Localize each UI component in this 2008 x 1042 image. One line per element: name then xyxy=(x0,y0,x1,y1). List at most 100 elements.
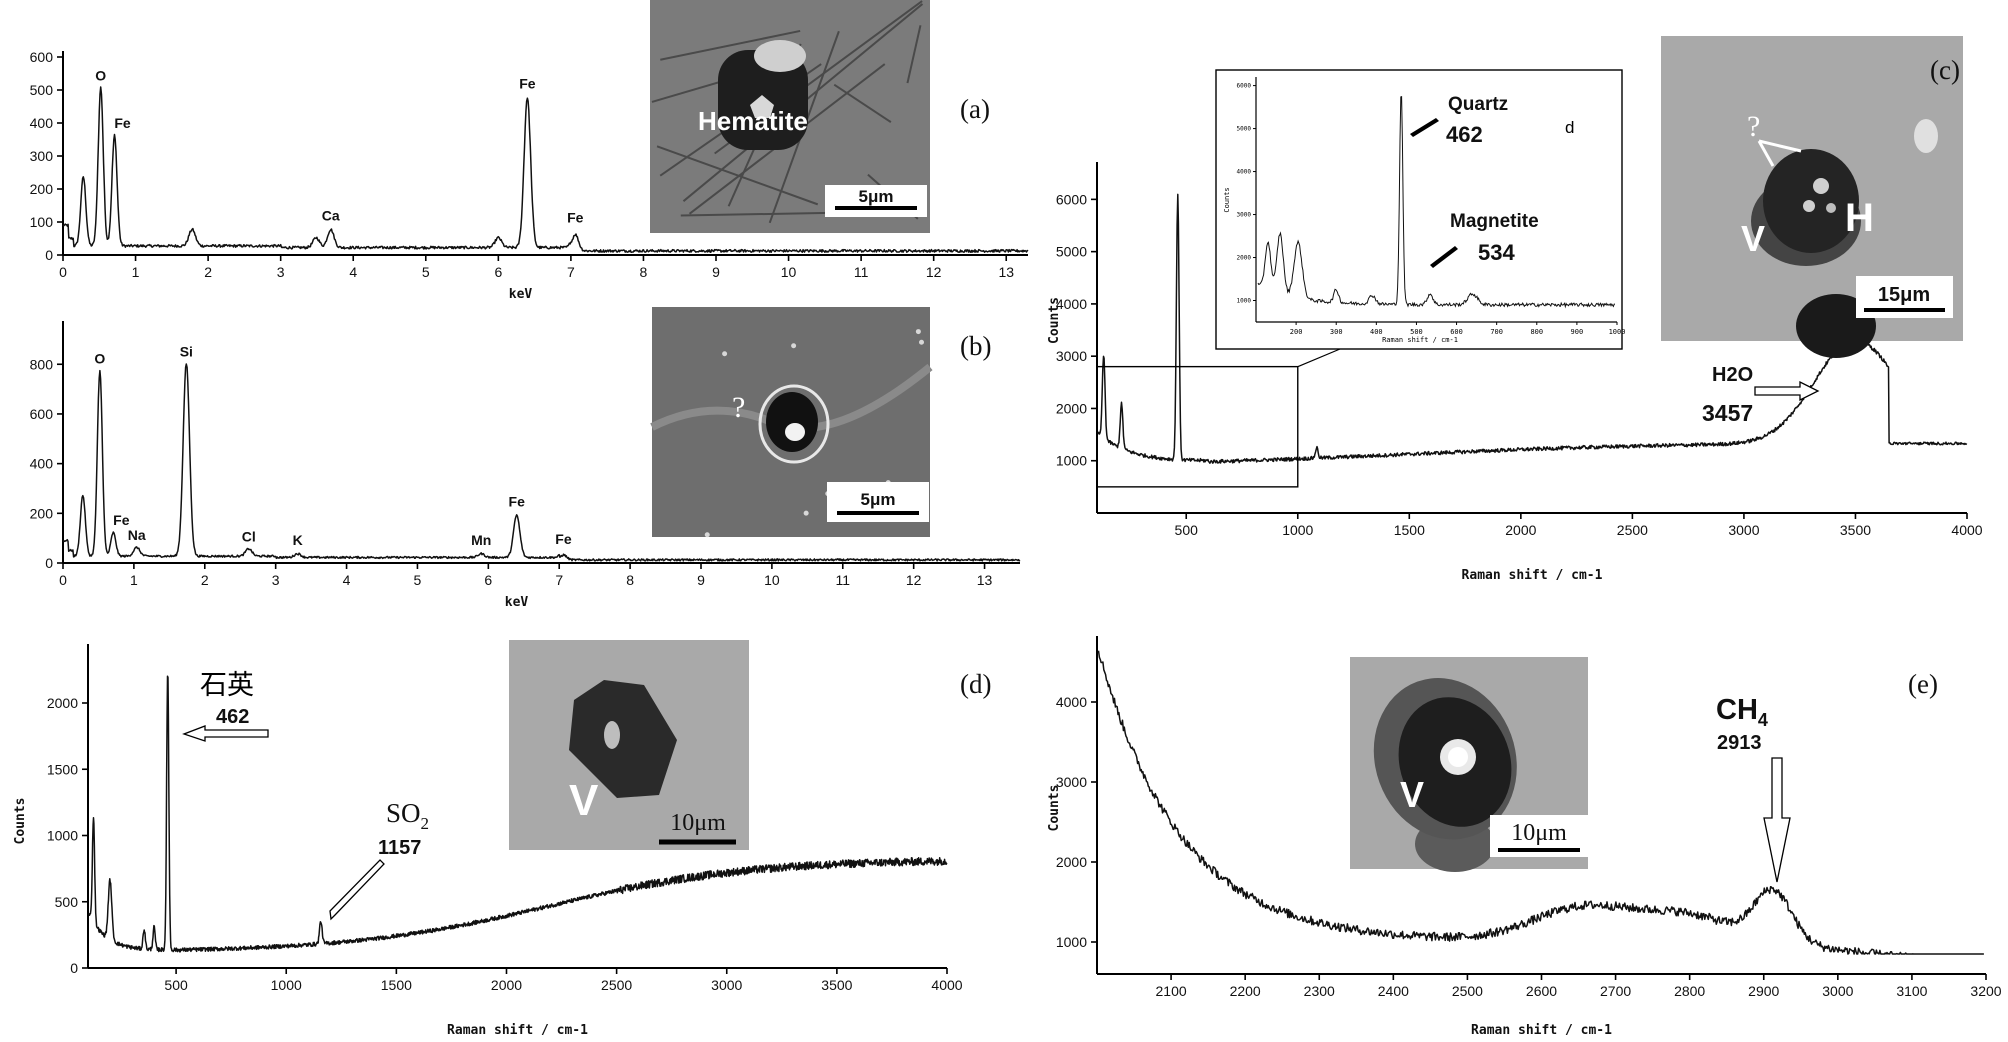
x-tick-label: 3 xyxy=(272,572,280,588)
spectrum-line xyxy=(1097,650,1984,955)
inset-chart: 200 300 400 500 600 700 800 900 1000 1000 2000 3000… xyxy=(1215,69,1625,350)
inset-x-tick-label: 300 xyxy=(1330,328,1343,336)
x-axis-label: Raman shift / cm-1 xyxy=(447,1023,588,1038)
x-tick-label: 1000 xyxy=(271,977,302,993)
h2o-label: H2O xyxy=(1712,364,1753,386)
y-tick-label: 1000 xyxy=(1056,934,1087,950)
x-tick-label: 3000 xyxy=(1728,522,1759,538)
y-tick-label: 1000 xyxy=(1056,453,1087,469)
panel-e: 2100 2200 2300 2400 2500 2600 2700 2800 2900 3000… xyxy=(1047,636,2002,1038)
y-tick-label: 500 xyxy=(30,82,54,98)
y-tick-label: 0 xyxy=(45,247,53,263)
x-tick-label: 3000 xyxy=(1822,983,1853,999)
zoom-box xyxy=(1096,365,1299,488)
inset-x-tick-label: 400 xyxy=(1370,328,1383,336)
scale-label: 15μm xyxy=(1878,284,1930,306)
inset-y-label: Counts xyxy=(1223,187,1231,212)
peak-label: K xyxy=(293,532,303,548)
y-tick-label: 600 xyxy=(30,49,54,65)
panel-c: 500 1000 1500 2000 2500 3000 3500 4000 1000 2000 3… xyxy=(1047,36,1983,583)
x-tick-label: 2800 xyxy=(1674,983,1705,999)
bubble xyxy=(1914,119,1938,153)
magnetite-arrow xyxy=(1430,246,1458,268)
y-tick-label: 300 xyxy=(30,148,54,164)
so2-subscript: 2 xyxy=(421,814,430,833)
scale-box xyxy=(825,185,927,217)
y-tick-label: 2000 xyxy=(47,695,78,711)
inset-y-tick-label: 4000 xyxy=(1237,169,1252,176)
x-tick-label: 5 xyxy=(422,264,430,280)
inset-x-tick-label: 600 xyxy=(1450,328,1463,336)
h2o-arrow xyxy=(1754,380,1820,402)
x-tick-label: 4000 xyxy=(931,977,962,993)
x-tick-label: 2500 xyxy=(601,977,632,993)
x-tick-label: 6 xyxy=(484,572,492,588)
x-tick-label: 12 xyxy=(926,264,942,280)
peak-label: Fe xyxy=(519,76,536,92)
x-tick-label: 7 xyxy=(555,572,563,588)
so2-text: SO xyxy=(386,798,421,828)
peak-label: Fe xyxy=(555,531,572,547)
quartz-arrow xyxy=(182,725,269,742)
y-tick-label: 0 xyxy=(70,960,78,976)
panel-label: (c) xyxy=(1930,55,1960,85)
y-tick-label: 200 xyxy=(30,505,54,521)
pointer-line xyxy=(1757,140,1775,167)
spectrum-line xyxy=(62,363,1021,562)
quartz-arrow xyxy=(1410,118,1439,137)
ch4-arrow xyxy=(1763,757,1791,883)
y-axis-label: Counts xyxy=(1047,297,1062,344)
x-axis-label: keV xyxy=(509,287,533,302)
x-tick-label: 4 xyxy=(343,572,351,588)
x-tick-label: 13 xyxy=(977,572,993,588)
zoom-connector xyxy=(1297,348,1341,368)
micrograph-image: ? 5μm xyxy=(650,307,933,538)
x-tick-label: 3500 xyxy=(1840,522,1871,538)
question-mark: ? xyxy=(1747,110,1760,143)
scale-label: 10μm xyxy=(670,810,726,836)
x-tick-label: 9 xyxy=(697,572,705,588)
scale-box xyxy=(827,482,929,522)
vapor-label: V xyxy=(1741,218,1765,259)
ch4-text: CH xyxy=(1716,694,1758,726)
fracture-line xyxy=(906,25,922,84)
ch4-subscript: 4 xyxy=(1758,710,1768,730)
y-tick-label: 6000 xyxy=(1056,191,1087,207)
quartz-value: 462 xyxy=(1446,122,1483,147)
x-tick-label: 5 xyxy=(414,572,422,588)
x-tick-label: 2300 xyxy=(1304,983,1335,999)
peak-label: Fe xyxy=(509,494,526,510)
micrograph-image: V 10μm xyxy=(1350,657,1588,872)
halite-label: H xyxy=(1845,196,1874,240)
x-tick-label: 2100 xyxy=(1156,983,1187,999)
magnetite-label: Magnetite xyxy=(1450,211,1539,232)
x-tick-label: 2000 xyxy=(1505,522,1536,538)
pointer-line xyxy=(1758,139,1802,153)
inclusion xyxy=(569,680,677,798)
x-tick-label: 2500 xyxy=(1452,983,1483,999)
cavity xyxy=(766,392,818,452)
quartz-value: 462 xyxy=(216,706,249,728)
ch4-value: 2913 xyxy=(1717,732,1762,754)
x-tick-label: 3100 xyxy=(1896,983,1927,999)
so2-value: 1157 xyxy=(378,837,421,859)
y-tick-label: 4000 xyxy=(1056,296,1087,312)
inset-x-tick-label: 900 xyxy=(1571,328,1584,336)
crystal xyxy=(750,95,774,118)
inset-x-tick-label: 700 xyxy=(1490,328,1503,336)
y-tick-label: 3000 xyxy=(1056,774,1087,790)
spectrum-line xyxy=(1097,193,1968,464)
vapor-label: V xyxy=(569,776,599,825)
micrograph-image: V 10μm xyxy=(509,640,749,850)
x-tick-label: 11 xyxy=(836,572,851,588)
inset-y-tick-label: 6000 xyxy=(1237,83,1252,90)
y-tick-label: 400 xyxy=(30,115,54,131)
x-axis-label: keV xyxy=(505,595,529,610)
speck xyxy=(803,510,809,516)
y-tick-label: 2000 xyxy=(1056,854,1087,870)
inset-spectrum-line xyxy=(1257,96,1615,309)
so2-label: SO2 xyxy=(386,798,429,833)
x-tick-label: 8 xyxy=(626,572,634,588)
x-axis-label: Raman shift / cm-1 xyxy=(1471,1023,1612,1038)
x-tick-label: 1 xyxy=(130,572,138,588)
